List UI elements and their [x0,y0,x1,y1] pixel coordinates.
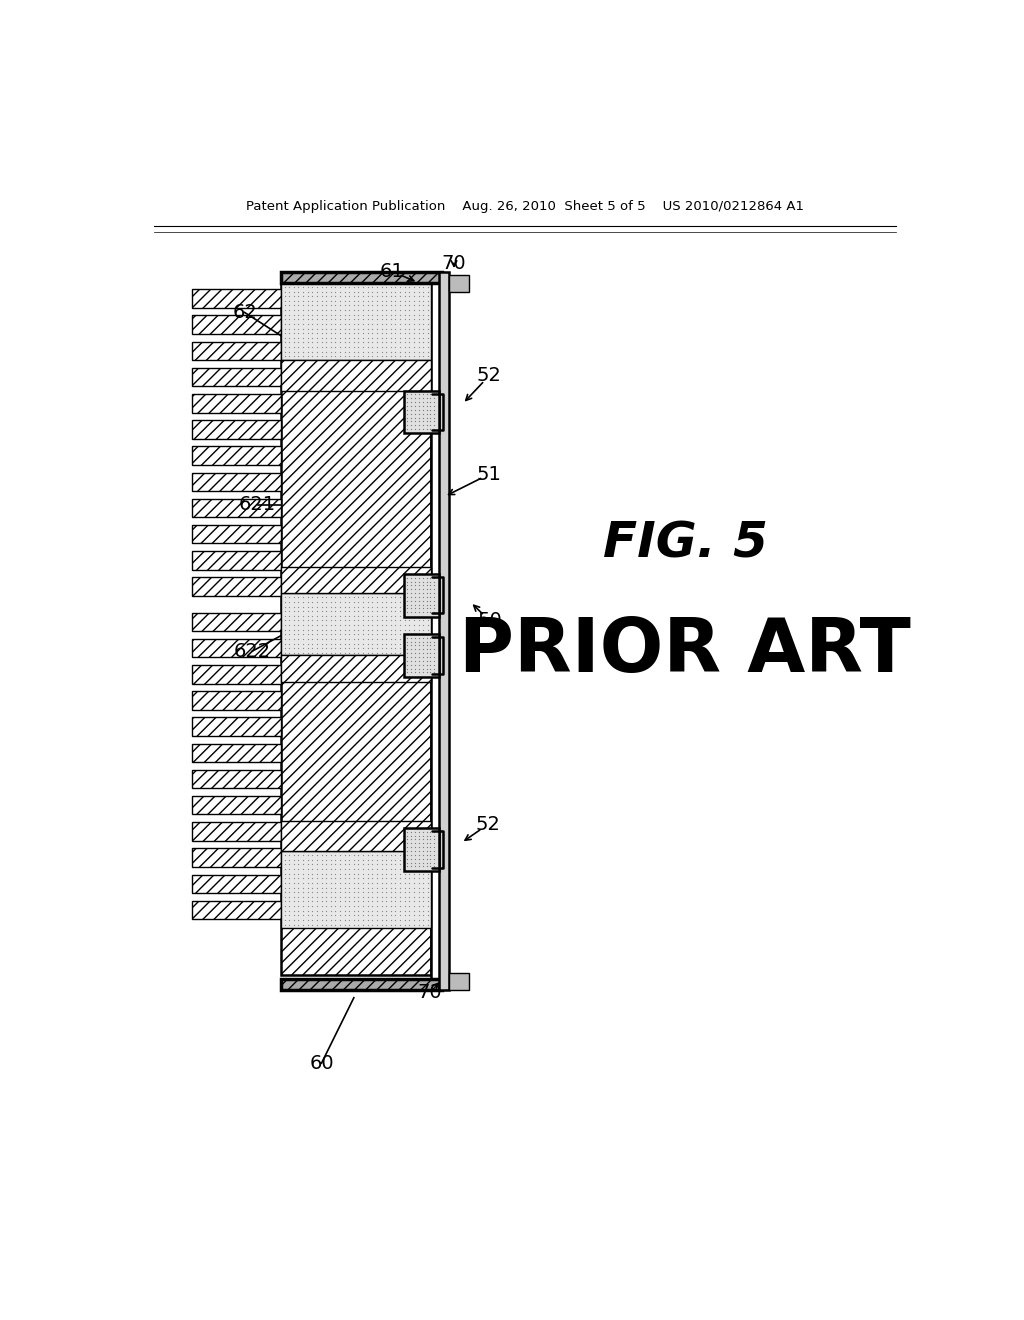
Bar [281,284,431,360]
Bar [193,289,281,308]
Bar [193,446,281,465]
Bar [193,743,281,762]
Bar [193,612,281,631]
Bar [450,276,469,293]
Bar [193,900,281,919]
Bar [193,639,281,657]
Bar [281,851,431,928]
Text: 61: 61 [380,263,404,281]
Text: PRIOR ART: PRIOR ART [459,615,910,688]
Bar [281,566,431,594]
Bar [193,692,281,710]
Bar [281,655,431,682]
Bar [281,821,431,851]
Bar [193,718,281,737]
Bar [193,395,281,413]
Text: 622: 622 [233,642,270,661]
Bar [281,979,442,990]
Bar [193,368,281,387]
Bar [193,342,281,360]
Bar [193,420,281,438]
Text: 60: 60 [309,1053,334,1073]
Bar [281,272,442,284]
Bar [193,874,281,892]
Bar [281,281,431,974]
Bar [193,525,281,544]
Text: 621: 621 [239,495,276,515]
Bar [403,391,438,433]
Bar [403,829,438,871]
Bar [193,552,281,570]
Text: 51: 51 [477,465,502,483]
Bar [403,574,438,616]
Text: 70: 70 [441,253,466,273]
Bar [281,360,431,391]
Bar [281,594,431,655]
Bar [450,973,469,990]
Text: 70: 70 [417,983,441,1002]
Bar [193,577,281,595]
Bar [193,315,281,334]
Bar [193,796,281,814]
Bar [403,635,438,677]
Text: Patent Application Publication    Aug. 26, 2010  Sheet 5 of 5    US 2010/0212864: Patent Application Publication Aug. 26, … [246,199,804,213]
Text: 50: 50 [477,611,502,630]
Text: FIG. 5: FIG. 5 [602,519,767,568]
Bar [193,770,281,788]
Text: 52: 52 [477,366,502,385]
Text: 62: 62 [232,302,257,322]
Text: 52: 52 [475,814,501,834]
Bar [193,499,281,517]
Bar [193,849,281,867]
Bar [193,473,281,491]
Bar [193,822,281,841]
Bar [193,665,281,684]
Bar [438,272,450,990]
Bar [431,272,440,989]
